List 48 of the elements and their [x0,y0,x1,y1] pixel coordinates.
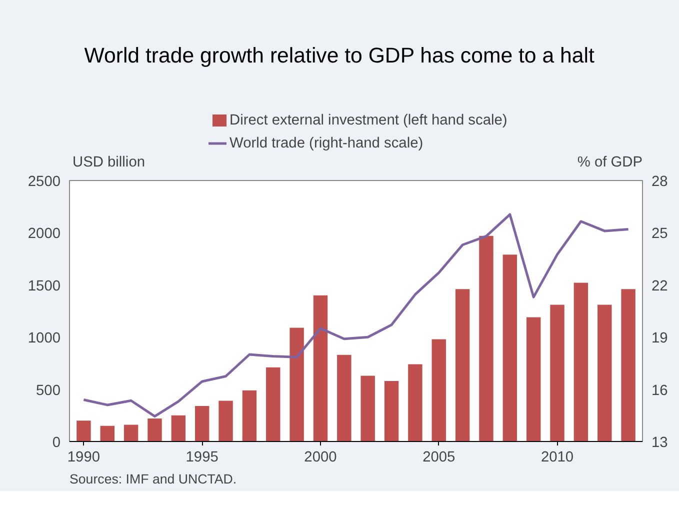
x-tick-label: 1990 [67,450,100,466]
y2-tick-label: 25 [652,226,668,242]
bar [218,400,233,442]
bar [526,317,541,442]
bar [598,304,612,442]
bar [455,289,470,442]
bar [550,304,564,442]
bar [171,415,186,442]
bar [100,426,114,442]
bar [432,339,446,442]
chart-title: World trade growth relative to GDP has come to a halt [84,44,594,68]
y-axis-title: USD billion [72,154,145,170]
bar [574,282,588,442]
bar [76,420,91,442]
line-series [82,213,630,418]
legend-label: Direct external investment (left hand scale) [230,112,508,128]
y-tick-label: 0 [52,435,61,451]
bar [479,236,494,442]
bar [621,289,636,442]
y-tick-label: 1500 [28,278,61,294]
x-tick-label: 2005 [422,450,456,466]
source-note: Sources: IMF and UNCTAD. [70,472,237,486]
y-tick-label: 1000 [28,330,61,347]
bar [384,380,399,442]
bar [337,354,352,442]
y2-tick-label: 13 [652,435,668,451]
y-tick-label: 2000 [28,226,61,242]
bar [124,424,138,442]
y-tick-label: 500 [36,382,61,399]
bar [194,406,210,442]
y2-tick-label: 22 [652,278,668,294]
bar [313,295,328,442]
x-tick-label: 2000 [304,450,337,466]
y2-axis-title: % of GDP [577,154,643,170]
y2-tick-label: 16 [652,382,668,399]
y-tick-label: 2500 [28,174,61,190]
bar [266,367,280,442]
bar [290,328,304,442]
bar [502,254,518,442]
bar [242,390,257,442]
bar [408,364,422,442]
y2-tick-label: 28 [652,174,668,190]
bar [360,376,375,442]
y2-tick-label: 19 [652,330,668,347]
bar [148,418,162,442]
legend-label: World trade (right-hand scale) [230,136,424,152]
x-tick-label: 1995 [186,450,218,466]
x-tick-label: 2010 [540,450,574,466]
